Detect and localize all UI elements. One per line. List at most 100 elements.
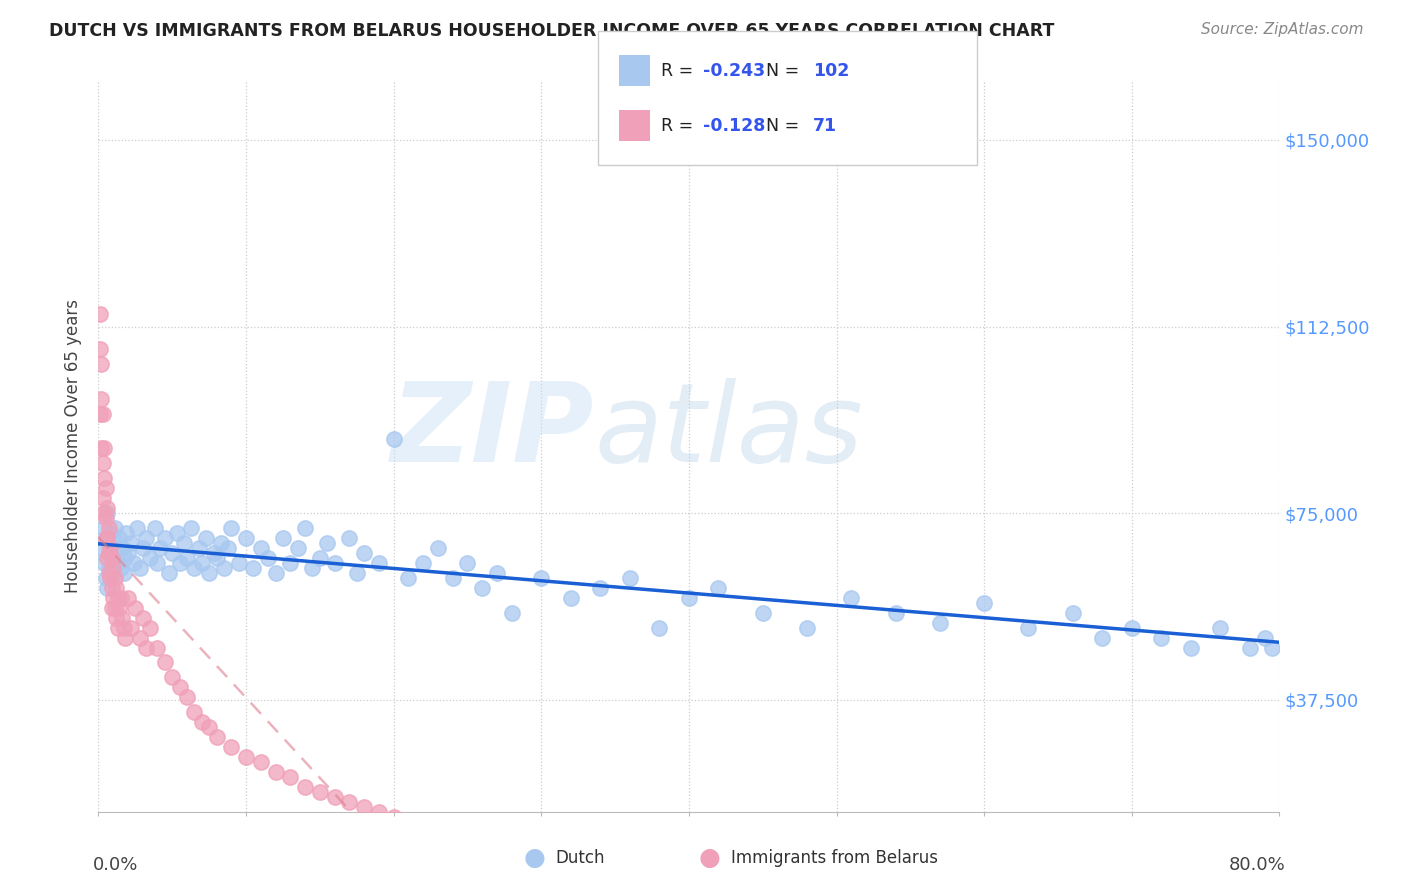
Dutch: [212, 561, 235, 575]
Immigrants from Belarus: [98, 571, 121, 585]
Immigrants from Belarus: [94, 511, 117, 525]
Text: Dutch: Dutch: [555, 849, 605, 867]
Dutch: [589, 581, 612, 595]
Dutch: [183, 561, 205, 575]
Immigrants from Belarus: [94, 481, 117, 495]
Dutch: [105, 546, 128, 560]
Dutch: [457, 556, 479, 570]
Dutch: [153, 531, 176, 545]
Dutch: [90, 541, 112, 555]
Dutch: [96, 581, 118, 595]
Dutch: [1180, 640, 1202, 655]
Dutch: [115, 526, 138, 541]
Dutch: [752, 606, 775, 620]
Immigrants from Belarus: [309, 785, 332, 799]
Immigrants from Belarus: [90, 392, 112, 406]
Dutch: [1261, 640, 1284, 655]
Immigrants from Belarus: [104, 571, 127, 585]
Dutch: [173, 536, 195, 550]
Immigrants from Belarus: [89, 342, 111, 356]
Immigrants from Belarus: [264, 764, 287, 779]
Dutch: [1062, 606, 1084, 620]
Dutch: [427, 541, 450, 555]
Dutch: [228, 556, 250, 570]
Immigrants from Belarus: [205, 730, 228, 744]
Immigrants from Belarus: [146, 640, 169, 655]
Dutch: [560, 591, 582, 605]
Dutch: [187, 541, 209, 555]
Dutch: [94, 531, 117, 545]
Dutch: [309, 551, 332, 566]
Dutch: [678, 591, 700, 605]
Text: ●: ●: [699, 847, 721, 870]
Dutch: [117, 546, 139, 560]
Immigrants from Belarus: [91, 491, 114, 506]
Dutch: [98, 526, 121, 541]
Dutch: [198, 566, 221, 580]
Dutch: [471, 581, 494, 595]
Immigrants from Belarus: [353, 799, 375, 814]
Immigrants from Belarus: [97, 546, 120, 560]
Immigrants from Belarus: [100, 551, 122, 566]
Dutch: [1150, 631, 1173, 645]
Dutch: [112, 566, 135, 580]
Dutch: [530, 571, 553, 585]
Immigrants from Belarus: [250, 755, 273, 769]
Immigrants from Belarus: [153, 656, 176, 670]
Dutch: [180, 521, 202, 535]
Immigrants from Belarus: [93, 506, 115, 520]
Dutch: [382, 432, 405, 446]
Dutch: [209, 536, 232, 550]
Dutch: [353, 546, 375, 560]
Immigrants from Belarus: [398, 814, 420, 829]
Dutch: [143, 521, 166, 535]
Dutch: [217, 541, 239, 555]
Dutch: [176, 551, 198, 566]
Dutch: [149, 541, 172, 555]
Dutch: [146, 556, 169, 570]
Dutch: [973, 596, 995, 610]
Dutch: [93, 556, 115, 570]
Dutch: [100, 551, 122, 566]
Immigrants from Belarus: [294, 780, 316, 794]
Dutch: [169, 556, 191, 570]
Immigrants from Belarus: [89, 407, 111, 421]
Dutch: [139, 551, 162, 566]
Dutch: [501, 606, 523, 620]
Dutch: [441, 571, 464, 585]
Immigrants from Belarus: [323, 789, 346, 804]
Immigrants from Belarus: [412, 820, 434, 834]
Immigrants from Belarus: [104, 600, 127, 615]
Immigrants from Belarus: [89, 307, 111, 321]
Text: N =: N =: [766, 62, 806, 79]
Immigrants from Belarus: [198, 720, 221, 734]
Dutch: [195, 531, 218, 545]
Immigrants from Belarus: [280, 770, 302, 784]
Immigrants from Belarus: [97, 566, 120, 580]
Dutch: [135, 531, 157, 545]
Dutch: [94, 571, 117, 585]
Dutch: [346, 566, 368, 580]
Dutch: [368, 556, 391, 570]
Dutch: [884, 606, 907, 620]
Dutch: [486, 566, 509, 580]
Immigrants from Belarus: [105, 581, 128, 595]
Dutch: [287, 541, 309, 555]
Immigrants from Belarus: [221, 739, 243, 754]
Dutch: [108, 531, 131, 545]
Immigrants from Belarus: [103, 591, 125, 605]
Immigrants from Belarus: [93, 442, 115, 456]
Immigrants from Belarus: [117, 591, 139, 605]
Dutch: [103, 536, 125, 550]
Text: R =: R =: [661, 62, 699, 79]
Dutch: [1209, 621, 1232, 635]
Dutch: [796, 621, 818, 635]
Immigrants from Belarus: [382, 810, 405, 824]
Immigrants from Belarus: [235, 750, 257, 764]
Dutch: [166, 526, 188, 541]
Text: Immigrants from Belarus: Immigrants from Belarus: [731, 849, 938, 867]
Text: ZIP: ZIP: [391, 378, 595, 485]
Immigrants from Belarus: [183, 705, 205, 719]
Dutch: [1091, 631, 1114, 645]
Y-axis label: Householder Income Over 65 years: Householder Income Over 65 years: [65, 299, 83, 593]
